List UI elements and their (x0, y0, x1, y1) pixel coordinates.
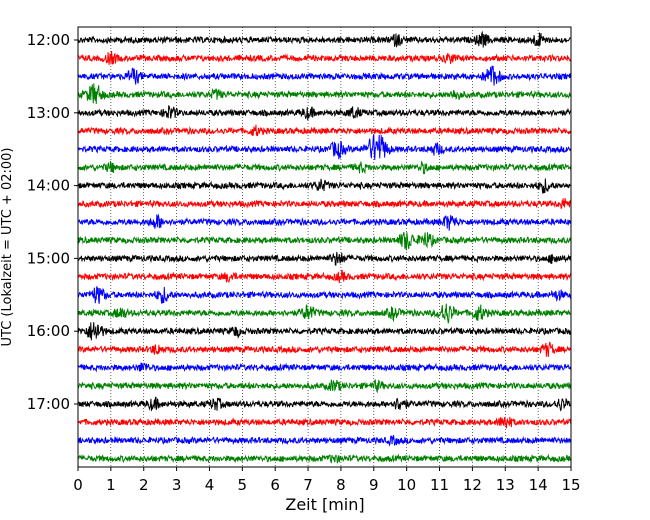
seismic-trace (77, 178, 572, 194)
x-tick-label: 0 (73, 476, 83, 494)
seismic-trace (77, 434, 572, 447)
seismic-trace (77, 362, 572, 373)
x-tick-label: 11 (430, 476, 449, 494)
seismic-trace (77, 251, 572, 266)
seismic-trace (77, 124, 572, 137)
y-tick-label: 14:00 (27, 177, 70, 195)
seismic-trace (77, 322, 572, 341)
x-tick-label: 14 (529, 476, 548, 494)
y-tick-label: 16:00 (27, 322, 70, 340)
x-tick-label: 2 (139, 476, 149, 494)
seismic-trace (77, 453, 572, 464)
x-tick-label: 13 (496, 476, 515, 494)
x-axis-label: Zeit [min] (285, 495, 364, 514)
seismic-trace (77, 105, 571, 121)
x-tick-label: 1 (106, 476, 116, 494)
x-axis: 0 1 2 3 4 5 6 7 8 9 10 11 12 13 14 15 (73, 467, 581, 494)
x-tick-label: 7 (303, 476, 313, 494)
seismic-trace (77, 303, 572, 325)
seismic-trace (77, 134, 572, 160)
seismic-trace (77, 30, 572, 48)
seismic-trace (77, 341, 572, 357)
y-axis-label: UTC (Lokalzeit = UTC + 02:00) (0, 148, 15, 347)
x-tick-label: 5 (238, 476, 248, 494)
x-tick-label: 4 (205, 476, 215, 494)
trace-group (77, 30, 572, 464)
y-tick-label: 17:00 (27, 395, 70, 413)
x-tick-label: 10 (397, 476, 416, 494)
x-tick-label: 12 (463, 476, 482, 494)
seismic-trace (77, 231, 572, 251)
x-tick-label: 6 (270, 476, 280, 494)
y-tick-label: 12:00 (27, 31, 70, 49)
seismic-trace (77, 198, 572, 210)
x-tick-label: 3 (172, 476, 182, 494)
seismic-trace (77, 65, 572, 86)
seismic-trace (77, 269, 572, 284)
seismic-trace (77, 286, 572, 304)
grid-lines (110, 27, 539, 467)
x-tick-label: 8 (336, 476, 346, 494)
x-tick-label: 9 (369, 476, 379, 494)
seismic-trace (77, 83, 572, 105)
seismic-trace (77, 416, 572, 429)
plot-frame (77, 26, 572, 468)
y-tick-label: 15:00 (27, 249, 70, 267)
seismic-trace (77, 379, 572, 394)
seismic-trace (77, 396, 572, 412)
seismic-trace (77, 213, 572, 231)
seismic-trace (77, 50, 572, 65)
y-axis: 12:00 13:00 14:00 15:00 16:00 17:00 (27, 31, 78, 413)
seismic-trace (77, 160, 572, 175)
y-tick-label: 13:00 (27, 104, 70, 122)
x-tick-label: 15 (561, 476, 580, 494)
